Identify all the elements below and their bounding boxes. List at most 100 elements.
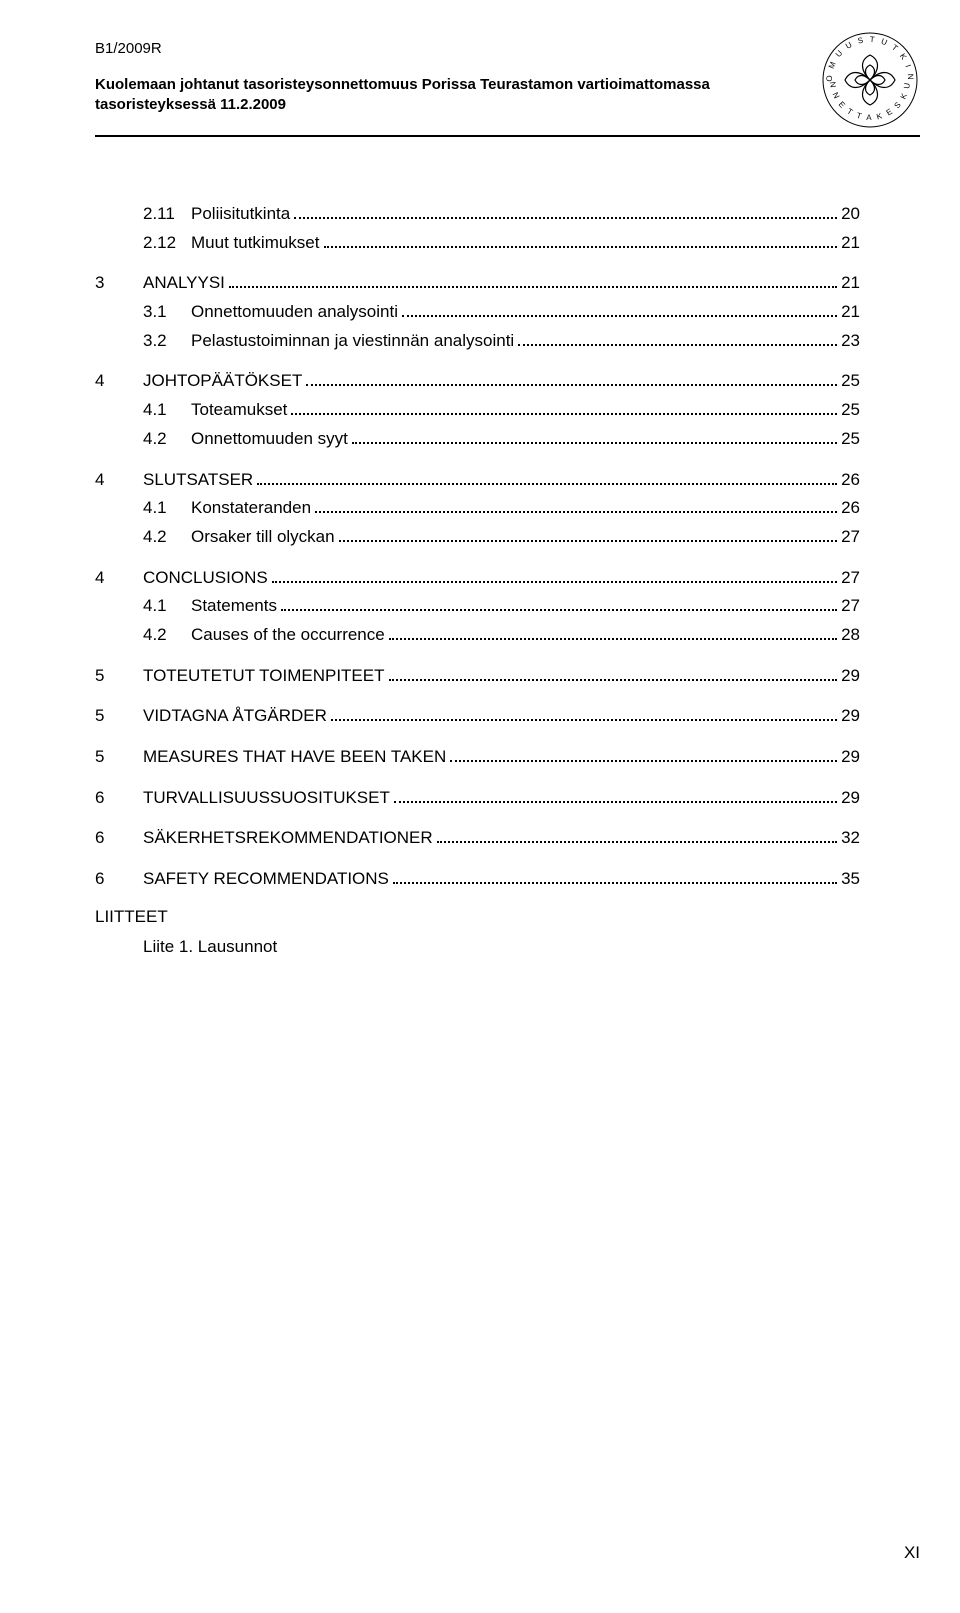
toc-entry-label: Causes of the occurrence <box>191 626 385 645</box>
toc-leader-dots <box>394 801 837 803</box>
page-header: B1/2009R Kuolemaan johtanut tasoristeyso… <box>95 40 860 165</box>
header-divider <box>95 135 920 137</box>
toc-leader-dots <box>389 638 837 640</box>
toc-gap <box>95 557 860 569</box>
toc-leader-dots <box>315 511 837 513</box>
toc-entry-page: 29 <box>841 789 860 808</box>
toc-entry-label: Onnettomuuden syyt <box>191 430 348 449</box>
toc-entry-page: 27 <box>841 569 860 588</box>
appendix-section: LIITTEET Liite 1. Lausunnot <box>95 907 860 957</box>
toc-entry-page: 20 <box>841 205 860 224</box>
svg-text:O M U U S T U T K I N: O M U U S T U T K I N <box>825 35 915 82</box>
toc-entry-number: 2.11 <box>143 205 191 224</box>
toc-entry-label: JOHTOPÄÄTÖKSET <box>143 372 302 391</box>
toc-entry-label: SLUTSATSER <box>143 471 253 490</box>
toc-entry: 4.2Orsaker till olyckan 27 <box>95 528 860 547</box>
toc-entry-number: 5 <box>95 748 143 767</box>
toc-entry: 2.12Muut tutkimukset21 <box>95 234 860 253</box>
toc-entry-page: 25 <box>841 372 860 391</box>
toc-entry-page: 27 <box>841 528 860 547</box>
toc-entry-number: 4 <box>95 569 143 588</box>
toc-entry-label: TURVALLISUUSSUOSITUKSET <box>143 789 390 808</box>
toc-leader-dots <box>518 344 837 346</box>
toc-entry-page: 21 <box>841 234 860 253</box>
toc-leader-dots <box>281 609 837 611</box>
toc-entry-page: 25 <box>841 430 860 449</box>
page-number: XI <box>904 1543 920 1563</box>
toc-entry-number: 4.1 <box>143 597 191 616</box>
toc-leader-dots <box>306 384 837 386</box>
agency-seal-logo: O M U U S T U T K I N O N N E T T A K E … <box>820 30 920 130</box>
toc-entry-number: 2.12 <box>143 234 191 253</box>
toc-entry: 3.1Onnettomuuden analysointi 21 <box>95 303 860 322</box>
toc-entry-label: CONCLUSIONS <box>143 569 268 588</box>
appendix-item: Liite 1. Lausunnot <box>95 937 860 957</box>
toc-entry-label: Toteamukset <box>191 401 287 420</box>
toc-leader-dots <box>437 841 837 843</box>
toc-entry-label: TOTEUTETUT TOIMENPITEET <box>143 667 385 686</box>
toc-entry-page: 21 <box>841 274 860 293</box>
toc-entry-page: 35 <box>841 870 860 889</box>
toc-leader-dots <box>272 581 837 583</box>
toc-leader-dots <box>294 217 837 219</box>
toc-entry-number: 4.2 <box>143 528 191 547</box>
toc-entry-page: 32 <box>841 829 860 848</box>
toc-entry-page: 23 <box>841 332 860 351</box>
toc-entry-label: Poliisitutkinta <box>191 205 290 224</box>
toc-entry: 5TOTEUTETUT TOIMENPITEET29 <box>95 667 860 686</box>
toc-entry-page: 29 <box>841 748 860 767</box>
appendix-heading: LIITTEET <box>95 907 860 927</box>
toc-entry-page: 28 <box>841 626 860 645</box>
toc-leader-dots <box>291 413 837 415</box>
toc-entry-label: Statements <box>191 597 277 616</box>
toc-entry-label: Onnettomuuden analysointi <box>191 303 398 322</box>
toc-entry-page: 26 <box>841 471 860 490</box>
toc-leader-dots <box>389 679 838 681</box>
toc-entry-label: ANALYYSI <box>143 274 225 293</box>
toc-entry: 4SLUTSATSER 26 <box>95 471 860 490</box>
toc-entry: 5VIDTAGNA ÅTGÄRDER 29 <box>95 707 860 726</box>
toc-gap <box>95 655 860 667</box>
toc-entry: 2.11Poliisitutkinta 20 <box>95 205 860 224</box>
toc-entry-number: 5 <box>95 707 143 726</box>
document-title: Kuolemaan johtanut tasoristeysonnettomuu… <box>95 75 710 114</box>
document-id: B1/2009R <box>95 40 162 57</box>
toc-entry: 4.1Konstateranden26 <box>95 499 860 518</box>
toc-entry-number: 4 <box>95 372 143 391</box>
toc-entry-label: SAFETY RECOMMENDATIONS <box>143 870 389 889</box>
toc-leader-dots <box>229 286 837 288</box>
toc-entry-page: 29 <box>841 707 860 726</box>
toc-entry-number: 3.1 <box>143 303 191 322</box>
toc-entry-label: MEASURES THAT HAVE BEEN TAKEN <box>143 748 446 767</box>
toc-entry-number: 6 <box>95 789 143 808</box>
toc-entry-page: 26 <box>841 499 860 518</box>
toc-leader-dots <box>324 246 838 248</box>
toc-leader-dots <box>331 719 837 721</box>
toc-entry-number: 4.1 <box>143 401 191 420</box>
toc-entry-number: 3 <box>95 274 143 293</box>
toc-entry-page: 21 <box>841 303 860 322</box>
toc-entry: 6SÄKERHETSREKOMMENDATIONER 32 <box>95 829 860 848</box>
toc-entry-label: Pelastustoiminnan ja viestinnän analysoi… <box>191 332 514 351</box>
toc-entry: 6TURVALLISUUSSUOSITUKSET 29 <box>95 789 860 808</box>
toc-leader-dots <box>352 442 837 444</box>
toc-entry-label: Konstateranden <box>191 499 311 518</box>
toc-entry: 3.2Pelastustoiminnan ja viestinnän analy… <box>95 332 860 351</box>
toc-leader-dots <box>402 315 837 317</box>
toc-entry-number: 4 <box>95 471 143 490</box>
title-line-1: Kuolemaan johtanut tasoristeysonnettomuu… <box>95 76 710 93</box>
toc-gap <box>95 777 860 789</box>
toc-entry-number: 5 <box>95 667 143 686</box>
toc-entry-page: 27 <box>841 597 860 616</box>
toc-leader-dots <box>450 760 837 762</box>
toc-entry-number: 6 <box>95 829 143 848</box>
toc-entry: 4.2Causes of the occurrence28 <box>95 626 860 645</box>
toc-entry-label: SÄKERHETSREKOMMENDATIONER <box>143 829 433 848</box>
toc-leader-dots <box>393 882 837 884</box>
toc-entry: 6SAFETY RECOMMENDATIONS35 <box>95 870 860 889</box>
toc-entry-label: Orsaker till olyckan <box>191 528 335 547</box>
page: B1/2009R Kuolemaan johtanut tasoristeyso… <box>0 0 960 1613</box>
toc-entry-page: 25 <box>841 401 860 420</box>
toc-entry-label: VIDTAGNA ÅTGÄRDER <box>143 707 327 726</box>
toc-leader-dots <box>339 540 837 542</box>
